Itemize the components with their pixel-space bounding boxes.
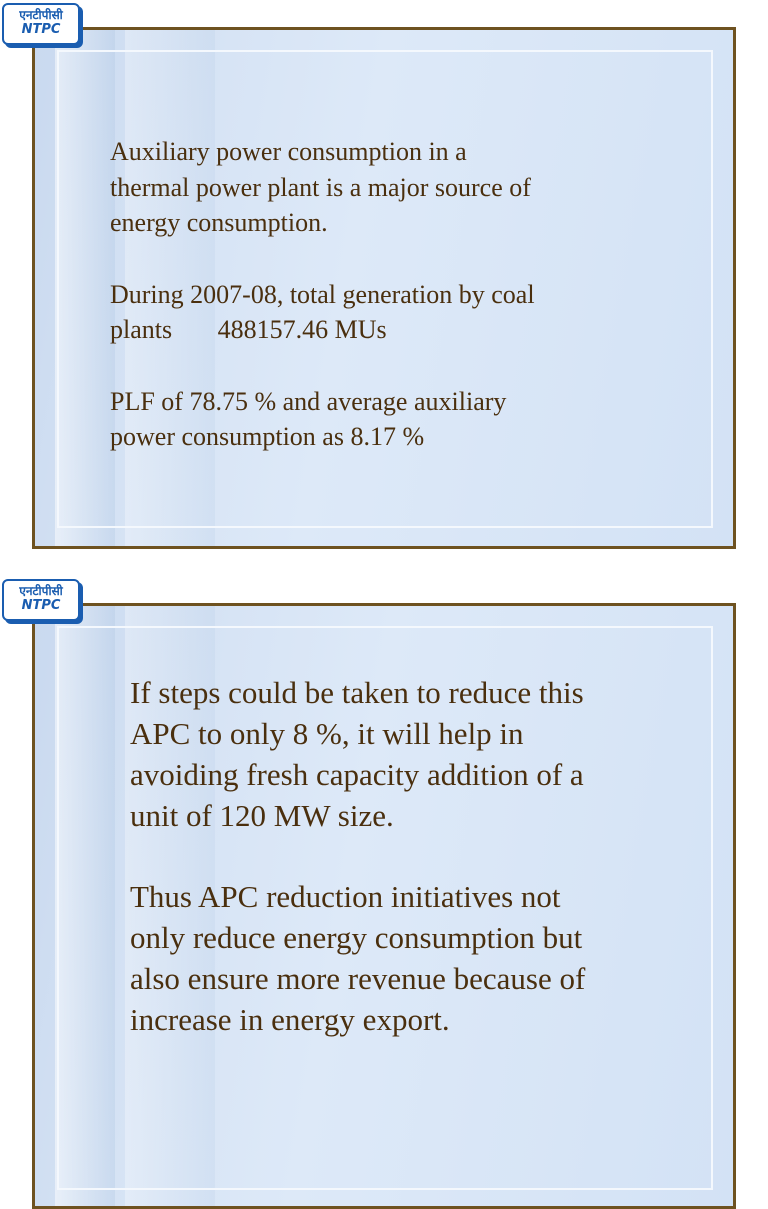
paragraph: During 2007-08, total generation by coal… — [110, 277, 535, 348]
text-line: also ensure more revenue because of — [130, 961, 586, 996]
logo-hindi: एनटीपीसी — [19, 584, 63, 598]
text-line: Thus APC reduction initiatives not — [130, 879, 561, 914]
text-line: unit of 120 MW size. — [130, 798, 394, 833]
text-line: thermal power plant is a major source of — [110, 172, 531, 202]
slide-text: Auxiliary power consumption in a thermal … — [110, 134, 535, 455]
paragraph: PLF of 78.75 % and average auxiliary powe… — [110, 384, 535, 455]
text-line: only reduce energy consumption but — [130, 920, 583, 955]
text-line: energy consumption. — [110, 208, 328, 237]
text-line: power consumption as 8.17 % — [110, 422, 425, 451]
text-line: During 2007-08, total generation by coal — [110, 279, 535, 309]
text-line: Auxiliary power consumption in a — [110, 137, 467, 166]
text-line: APC to only 8 %, it will help in — [130, 716, 524, 751]
logo: एनटीपीसी NTPC — [2, 579, 80, 621]
page: एनटीपीसी NTPC Auxiliary power consumptio… — [2, 3, 736, 1209]
text-line: plants 488157.46 MUs — [110, 315, 387, 344]
slide-frame — [32, 27, 736, 549]
text-line: If steps could be taken to reduce this — [130, 675, 584, 710]
paragraph: Auxiliary power consumption in a thermal … — [110, 134, 535, 241]
text-line: avoiding fresh capacity addition of a — [130, 757, 584, 792]
logo-hindi: एनटीपीसी — [19, 8, 63, 22]
logo: एनटीपीसी NTPC — [2, 3, 80, 45]
text-line: PLF of 78.75 % and average auxiliary — [110, 386, 507, 416]
paragraph: If steps could be taken to reduce this AP… — [130, 672, 585, 836]
logo-text: NTPC — [21, 598, 61, 613]
paragraph: Thus APC reduction initiatives not only r… — [130, 876, 585, 1040]
slide-text: If steps could be taken to reduce this AP… — [130, 672, 585, 1040]
logo-text: NTPC — [21, 22, 61, 37]
text-line: increase in energy export. — [130, 1002, 450, 1037]
